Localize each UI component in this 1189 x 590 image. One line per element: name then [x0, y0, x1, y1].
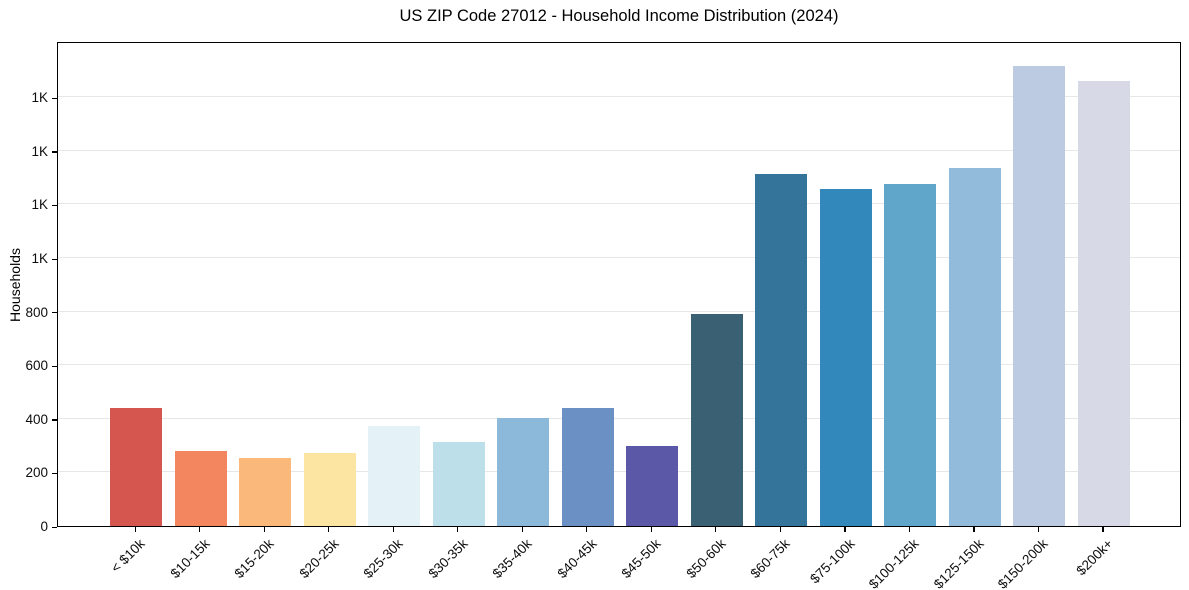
- x-tick-mark: [715, 527, 717, 532]
- x-tick-mark: [844, 527, 846, 532]
- x-tick-mark: [328, 527, 330, 532]
- x-tick-label: $20-25k: [296, 536, 342, 582]
- bar-10k: [110, 408, 162, 526]
- y-tick-mark: [52, 151, 57, 153]
- y-tick-mark: [52, 365, 57, 367]
- x-tick-label: $150-200k: [995, 536, 1052, 590]
- gridline: [58, 417, 1180, 419]
- bar-150-200k: [1013, 66, 1066, 526]
- x-tick-mark: [973, 527, 975, 532]
- chart-title: US ZIP Code 27012 - Household Income Dis…: [399, 7, 839, 25]
- y-tick-mark: [52, 526, 57, 528]
- gridline: [58, 149, 1180, 151]
- x-tick-mark: [199, 527, 201, 532]
- gridline: [58, 96, 1180, 98]
- bar-75-100k: [819, 189, 872, 526]
- x-tick-label: $125-150k: [930, 536, 987, 590]
- x-tick-label: $50-60k: [683, 536, 729, 582]
- y-tick-label: 1K: [31, 251, 48, 267]
- bar-30-35k: [432, 441, 485, 526]
- plot-area: [57, 42, 1181, 527]
- y-tick-label: 0: [40, 519, 48, 534]
- x-tick-mark: [521, 527, 523, 532]
- x-tick-label: $60-75k: [747, 536, 793, 582]
- x-tick-label: < $10k: [108, 536, 148, 576]
- gridline: [58, 364, 1180, 366]
- x-tick-label: $25-30k: [360, 536, 406, 582]
- x-tick-label: $40-45k: [554, 536, 600, 582]
- y-tick-label: 600: [25, 358, 48, 374]
- bar-35-40k: [497, 417, 550, 526]
- x-tick-label: $200k+: [1073, 536, 1116, 579]
- y-tick-mark: [52, 204, 57, 207]
- y-tick-mark: [52, 472, 57, 475]
- y-tick-mark: [52, 312, 57, 314]
- bar-125-150k: [948, 168, 1001, 526]
- y-tick-mark: [52, 97, 57, 99]
- x-tick-label: $45-50k: [618, 536, 664, 582]
- gridline: [58, 257, 1180, 259]
- gridline: [58, 471, 1180, 473]
- bar-15-20k: [239, 457, 292, 526]
- bar-45-50k: [626, 445, 679, 526]
- bar-10-15k: [174, 450, 227, 526]
- x-tick-label: $30-35k: [425, 536, 471, 582]
- x-tick-mark: [134, 527, 136, 532]
- gridline: [58, 203, 1180, 205]
- x-tick-mark: [779, 527, 781, 532]
- bar-25-30k: [368, 426, 421, 526]
- y-tick-label: 800: [25, 304, 48, 320]
- x-tick-label: $35-40k: [489, 536, 535, 582]
- bar-20-25k: [303, 452, 356, 526]
- x-tick-mark: [650, 527, 652, 532]
- y-tick-label: 400: [25, 411, 48, 427]
- bar-100-125k: [884, 184, 937, 526]
- x-tick-label: $15-20k: [231, 536, 277, 582]
- x-tick-label: $10-15k: [167, 536, 213, 582]
- x-tick-mark: [1037, 527, 1040, 532]
- y-tick-label: 1K: [31, 90, 48, 106]
- y-tick-mark: [52, 258, 57, 260]
- y-tick-label: 1K: [31, 197, 48, 213]
- bar-50-60k: [690, 313, 743, 526]
- x-tick-mark: [457, 527, 459, 532]
- y-tick-mark: [52, 419, 57, 421]
- x-tick-mark: [1102, 527, 1104, 532]
- gridline: [58, 310, 1180, 312]
- bar-60-75k: [755, 174, 808, 526]
- x-tick-mark: [263, 527, 265, 532]
- bar-40-45k: [561, 407, 614, 526]
- bar-200k: [1077, 80, 1130, 526]
- y-tick-label: 1K: [31, 143, 48, 159]
- x-tick-mark: [392, 527, 394, 532]
- x-tick-mark: [908, 527, 911, 532]
- x-tick-label: $100-125k: [866, 536, 922, 590]
- y-tick-label: 200: [25, 465, 48, 481]
- x-tick-label: $75-100k: [807, 536, 858, 587]
- x-tick-mark: [586, 527, 588, 532]
